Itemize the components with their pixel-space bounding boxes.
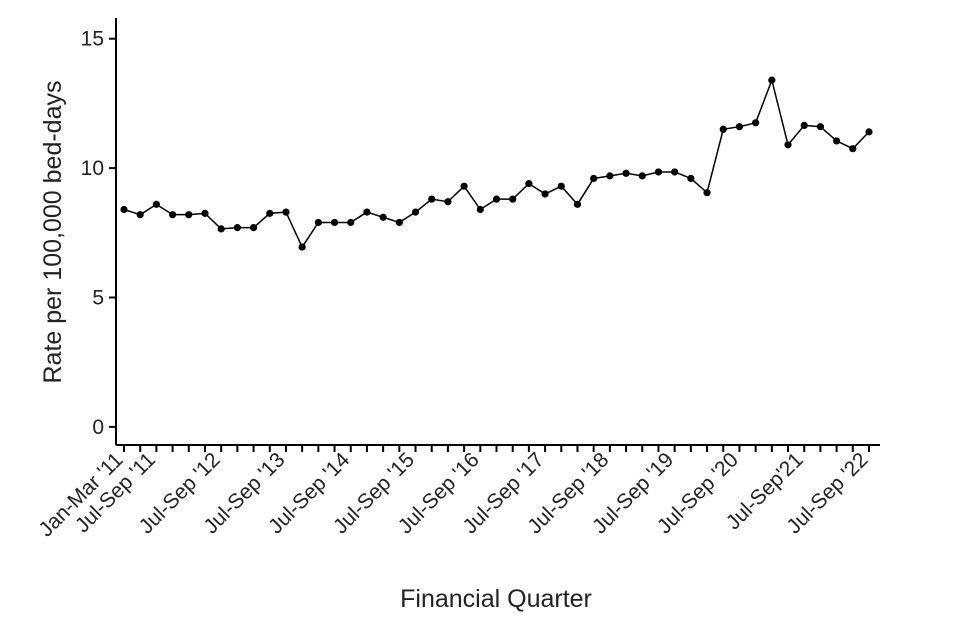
series-group [120, 76, 873, 251]
data-point [460, 182, 468, 190]
data-point [444, 198, 452, 206]
data-point [249, 224, 258, 232]
data-point [330, 218, 339, 227]
data-point [185, 211, 193, 219]
data-point [363, 208, 371, 216]
data-point [201, 209, 209, 217]
series-line [123, 77, 870, 249]
data-point [573, 200, 582, 208]
data-point [541, 190, 549, 198]
data-point [768, 76, 776, 84]
data-point [735, 123, 744, 131]
data-point [217, 225, 225, 233]
data-point [606, 172, 614, 180]
data-point [492, 195, 501, 203]
data-point [233, 224, 241, 232]
y-tick-label: 5 [92, 286, 104, 309]
data-point [509, 195, 517, 203]
y-tick-label: 15 [81, 28, 104, 51]
data-point [638, 172, 646, 180]
data-point [800, 121, 808, 129]
data-point [622, 169, 630, 177]
data-point [395, 218, 403, 227]
data-point [411, 208, 420, 216]
data-point [784, 141, 792, 149]
data-point [347, 218, 355, 227]
data-point [865, 128, 873, 136]
data-point [671, 168, 679, 176]
data-point [282, 208, 290, 216]
data-point [298, 243, 306, 251]
data-point [314, 218, 322, 227]
y-tick-label: 0 [92, 416, 104, 439]
y-tick-label: 10 [81, 157, 104, 180]
data-point [379, 213, 387, 221]
x-axis-title: Financial Quarter [400, 585, 592, 613]
data-point [719, 125, 727, 133]
data-point [557, 182, 565, 190]
data-point [266, 209, 274, 217]
data-point [703, 189, 711, 197]
y-ticks: 0 5 10 15 [81, 28, 116, 439]
y-axis-title: Rate per 100,000 bed-days [39, 81, 67, 384]
data-point [833, 137, 841, 145]
data-point [525, 180, 533, 188]
axes [115, 18, 880, 446]
data-point [590, 174, 598, 183]
data-point [687, 174, 695, 183]
data-point [816, 123, 825, 131]
data-point [120, 205, 128, 214]
data-point [428, 195, 436, 203]
data-point [849, 145, 857, 153]
data-point [476, 205, 484, 214]
data-point [168, 211, 177, 219]
data-point [136, 211, 144, 219]
data-point [752, 119, 760, 127]
data-point [152, 200, 160, 208]
data-point [654, 168, 663, 176]
